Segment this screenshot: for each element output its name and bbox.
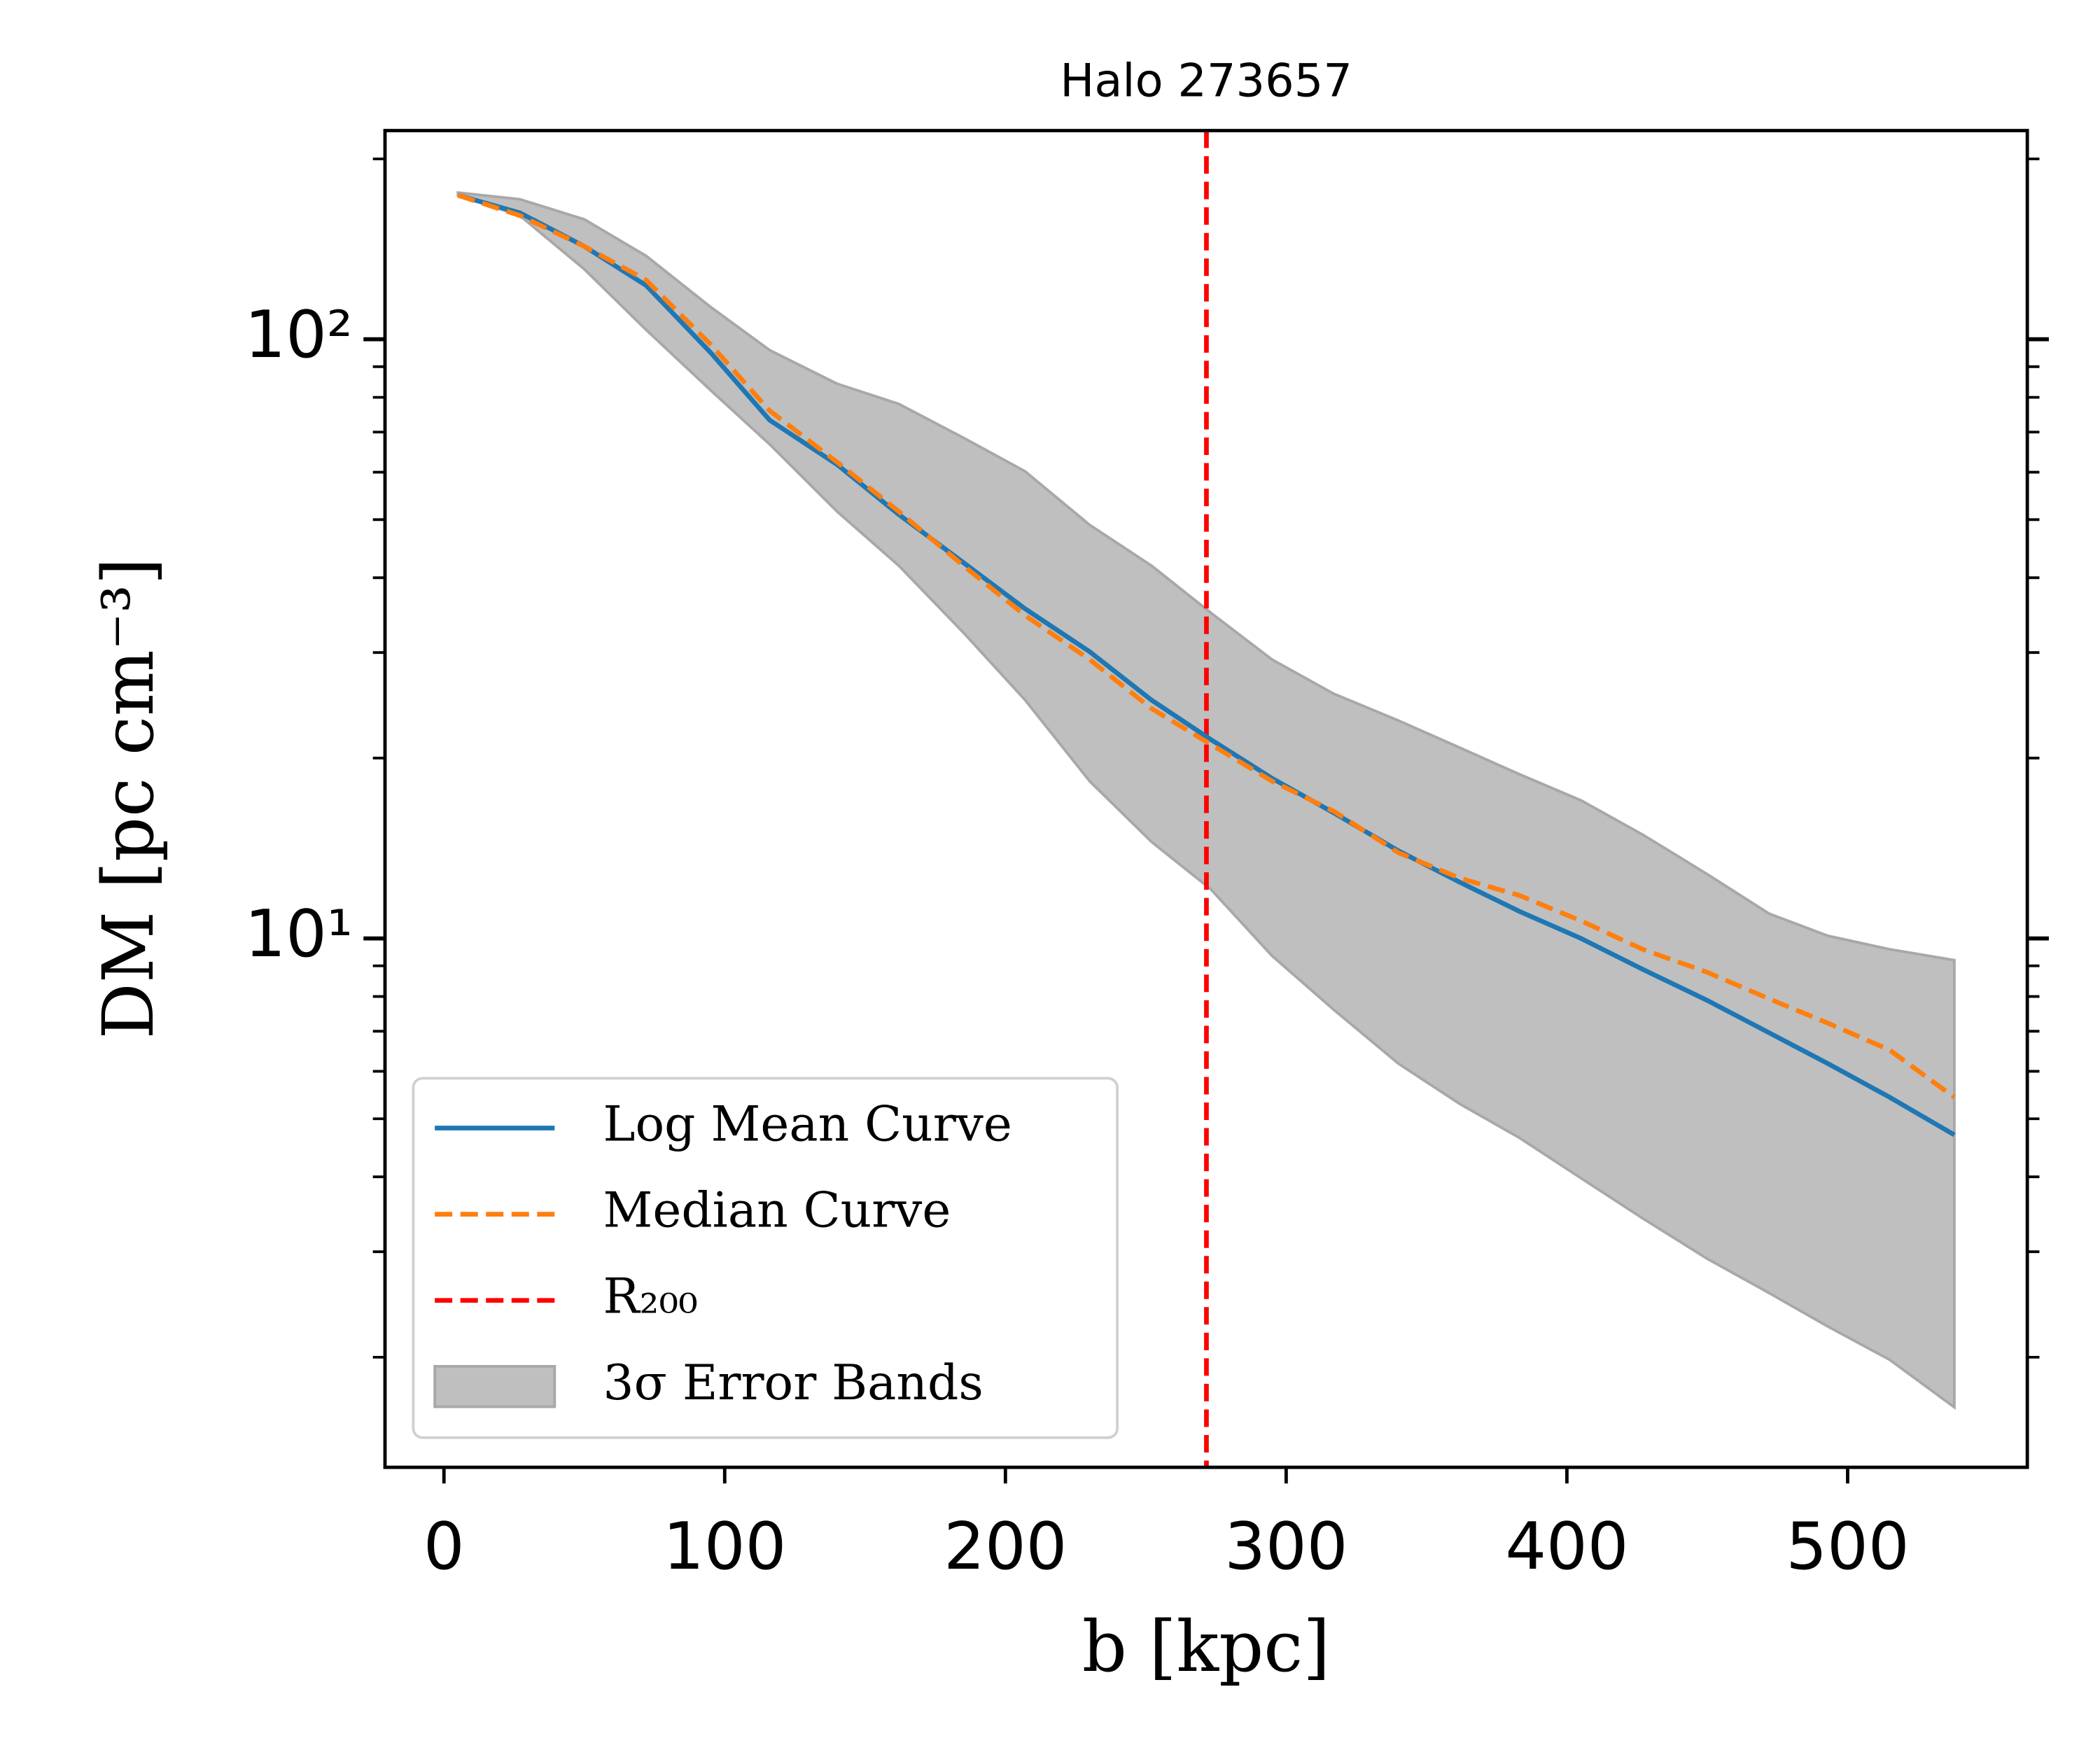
plot-frame xyxy=(383,129,2029,1469)
y-tick-label: 10² xyxy=(244,297,352,372)
x-tick-label: 500 xyxy=(1786,1508,1909,1584)
x-tick-label: 100 xyxy=(663,1508,786,1584)
legend-box xyxy=(412,1077,1119,1439)
x-tick-label: 300 xyxy=(1224,1508,1348,1584)
legend-handle xyxy=(433,1365,556,1408)
y-axis-label: DM [pc cm⁻³] xyxy=(88,557,169,1039)
legend-label: R₂₀₀ xyxy=(603,1269,698,1325)
legend-label: Log Mean Curve xyxy=(603,1097,1012,1153)
x-tick-label: 200 xyxy=(944,1508,1067,1584)
legend-label: 3σ Error Bands xyxy=(603,1355,983,1411)
legend-label: Median Curve xyxy=(603,1183,951,1239)
x-axis-label: b [kpc] xyxy=(1082,1606,1330,1688)
y-tick-label: 10¹ xyxy=(244,896,352,972)
chart-title: Halo 273657 xyxy=(1060,54,1352,107)
plot-area xyxy=(456,130,1956,1468)
series-line xyxy=(457,192,1956,1100)
x-tick-label: 400 xyxy=(1505,1508,1628,1584)
x-tick-label: 0 xyxy=(424,1508,465,1584)
series-line xyxy=(457,192,1956,1138)
legend: Log Mean Curve Median Curve R₂₀₀ 3σ Error B… xyxy=(412,1077,1119,1439)
